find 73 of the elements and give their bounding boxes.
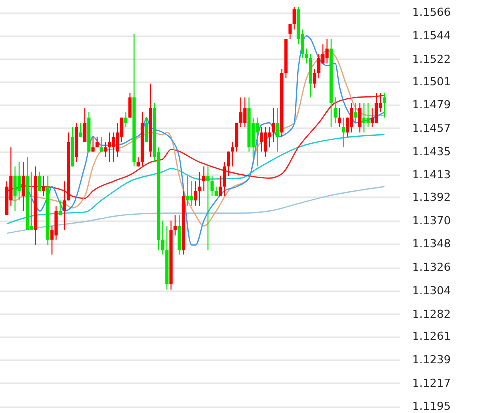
- candlestick: [206, 166, 210, 252]
- candlestick: [305, 48, 308, 64]
- candlestick: [317, 54, 321, 80]
- y-tick-label: 1.1522: [412, 52, 451, 66]
- y-tick-label: 1.1392: [412, 190, 451, 204]
- y-tick-label: 1.1370: [412, 214, 451, 228]
- y-tick-label: 1.1413: [412, 168, 451, 182]
- candlestick: [383, 92, 386, 118]
- y-tick-label: 1.1239: [412, 353, 451, 366]
- candlestick: [79, 122, 83, 138]
- candlestick: [276, 108, 280, 152]
- line-series: [6, 50, 386, 227]
- candlestick: [218, 176, 222, 197]
- candlestick: [83, 108, 87, 143]
- candlestick: [326, 38, 329, 64]
- candlestick: [186, 176, 190, 206]
- y-tick-label: 1.1217: [412, 376, 451, 390]
- y-tick-label: 1.1501: [412, 75, 451, 88]
- candlestick: [22, 162, 26, 212]
- candlestick: [292, 6, 296, 30]
- candlestick: [145, 117, 148, 143]
- candlestick: [38, 171, 42, 192]
- y-tick-label: 1.1566: [412, 6, 451, 20]
- y-tick-label: 1.1435: [412, 145, 451, 158]
- candlestick: [202, 166, 206, 192]
- line-series: [6, 134, 386, 225]
- candlestick: [362, 102, 366, 134]
- candlestick: [104, 142, 108, 158]
- y-tick-label: 1.1348: [412, 238, 451, 251]
- candlestick: [161, 220, 165, 256]
- candlestick: [264, 126, 268, 158]
- line-series: [6, 186, 386, 234]
- candlestick: [354, 102, 358, 124]
- candlestick: [214, 186, 218, 197]
- candlestick: [194, 181, 198, 206]
- y-tick-label: 1.1282: [412, 308, 451, 321]
- candlestick: [231, 142, 234, 168]
- y-tick-label: 1.1457: [412, 122, 451, 135]
- y-tick-label: 1.1326: [412, 261, 451, 274]
- candlestick: [128, 92, 132, 118]
- candlestick: [210, 176, 214, 197]
- candlestick: [313, 68, 317, 89]
- candlestick: [14, 166, 17, 212]
- candlestick: [227, 151, 230, 177]
- candlestick: [260, 126, 264, 152]
- candlestick: [268, 126, 272, 148]
- candlestick: [174, 215, 177, 236]
- candlestick: [288, 24, 292, 40]
- candlestick: [366, 102, 370, 128]
- candlestick: [272, 108, 276, 143]
- candlestick: [112, 132, 116, 163]
- candlestick: [92, 136, 95, 152]
- candlestick: [190, 181, 194, 206]
- candlestick: [30, 171, 34, 231]
- candlestick: [18, 162, 21, 202]
- candlestick: [62, 181, 66, 231]
- candlestick: [100, 136, 104, 152]
- candlestick: [108, 132, 112, 163]
- y-tick-label: 1.1479: [412, 98, 451, 112]
- y-tick-label: 1.1261: [412, 330, 451, 344]
- y-tick-label: 1.1195: [412, 400, 451, 413]
- candlestick: [239, 97, 243, 128]
- candlestick: [223, 162, 226, 197]
- line-series: [14, 36, 386, 246]
- y-tick-label: 1.1304: [412, 284, 451, 298]
- candlestick: [374, 92, 378, 124]
- candlestick: [334, 97, 338, 124]
- candlestick: [350, 102, 354, 134]
- candlestick: [244, 97, 247, 128]
- candlestick: [256, 117, 260, 168]
- candlestick: [358, 102, 362, 134]
- y-tick-label: 1.1544: [412, 30, 451, 43]
- candlestick: [342, 117, 346, 148]
